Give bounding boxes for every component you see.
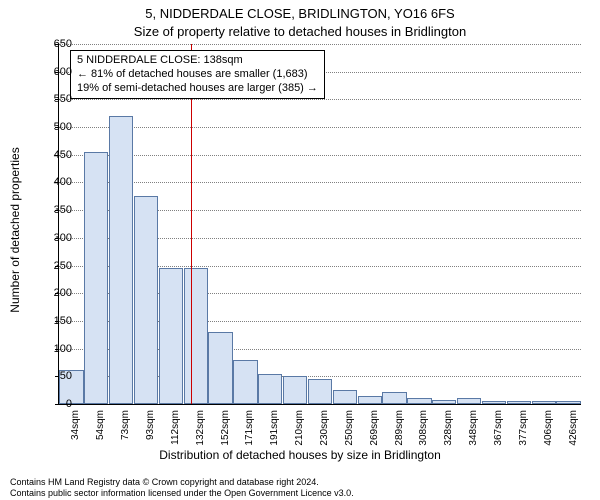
xtick-label: 171sqm	[244, 410, 255, 460]
y-axis-label: Number of detached properties	[8, 90, 22, 370]
footer-line2: Contains public sector information licen…	[10, 488, 354, 498]
xtick-label: 34sqm	[70, 410, 81, 460]
ytick-label: 450	[32, 149, 72, 161]
histogram-bar	[432, 400, 456, 404]
histogram-bar	[184, 268, 208, 404]
histogram-bar	[233, 360, 257, 404]
xtick-label: 93sqm	[145, 410, 156, 460]
ytick-label: 400	[32, 176, 72, 188]
histogram-bar	[482, 401, 506, 404]
annotation-line1: 5 NIDDERDALE CLOSE: 138sqm	[77, 54, 318, 68]
histogram-bar	[84, 152, 108, 404]
xtick-label: 191sqm	[269, 410, 280, 460]
ytick-label: 500	[32, 121, 72, 133]
xtick-label: 426sqm	[568, 410, 579, 460]
footer-line1: Contains HM Land Registry data © Crown c…	[10, 477, 354, 487]
histogram-bar	[532, 401, 556, 404]
histogram-bar	[283, 376, 307, 404]
histogram-bar	[333, 390, 357, 404]
annotation-box: 5 NIDDERDALE CLOSE: 138sqm ← 81% of deta…	[70, 50, 325, 99]
ytick-label: 600	[32, 66, 72, 78]
xtick-label: 230sqm	[319, 410, 330, 460]
chart-title-line1: 5, NIDDERDALE CLOSE, BRIDLINGTON, YO16 6…	[0, 6, 600, 21]
gridline-h	[59, 182, 581, 183]
xtick-label: 152sqm	[220, 410, 231, 460]
ytick-label: 650	[32, 38, 72, 50]
chart-subtitle: Size of property relative to detached ho…	[0, 24, 600, 39]
ytick-label: 100	[32, 343, 72, 355]
ytick-label: 50	[32, 370, 72, 382]
histogram-bar	[258, 374, 282, 404]
histogram-bar	[134, 196, 158, 404]
xtick-label: 73sqm	[120, 410, 131, 460]
histogram-bar	[358, 396, 382, 404]
xtick-label: 367sqm	[493, 410, 504, 460]
ytick-label: 300	[32, 232, 72, 244]
ytick-label: 250	[32, 260, 72, 272]
annotation-line3: 19% of semi-detached houses are larger (…	[77, 82, 318, 96]
gridline-h	[59, 99, 581, 100]
xtick-label: 289sqm	[394, 410, 405, 460]
xtick-label: 377sqm	[518, 410, 529, 460]
xtick-label: 348sqm	[468, 410, 479, 460]
xtick-label: 132sqm	[195, 410, 206, 460]
ytick-label: 0	[32, 398, 72, 410]
ytick-label: 200	[32, 287, 72, 299]
gridline-h	[59, 155, 581, 156]
histogram-bar	[308, 379, 332, 404]
ytick-label: 350	[32, 204, 72, 216]
annotation-line2: ← 81% of detached houses are smaller (1,…	[77, 68, 318, 82]
histogram-bar	[109, 116, 133, 404]
histogram-bar	[208, 332, 232, 404]
gridline-h	[59, 127, 581, 128]
xtick-label: 54sqm	[95, 410, 106, 460]
footer-text: Contains HM Land Registry data © Crown c…	[10, 477, 354, 498]
xtick-label: 250sqm	[344, 410, 355, 460]
histogram-bar	[407, 398, 431, 404]
histogram-bar	[382, 392, 406, 404]
xtick-label: 328sqm	[443, 410, 454, 460]
xtick-label: 269sqm	[369, 410, 380, 460]
xtick-label: 406sqm	[543, 410, 554, 460]
histogram-bar	[159, 268, 183, 404]
ytick-label: 150	[32, 315, 72, 327]
histogram-bar	[507, 401, 531, 404]
histogram-bar	[457, 398, 481, 404]
gridline-h	[59, 44, 581, 45]
chart-container: { "chart": { "type": "histogram", "title…	[0, 0, 600, 500]
histogram-bar	[556, 401, 580, 404]
xtick-label: 112sqm	[170, 410, 181, 460]
xtick-label: 308sqm	[418, 410, 429, 460]
xtick-label: 210sqm	[294, 410, 305, 460]
ytick-label: 550	[32, 93, 72, 105]
